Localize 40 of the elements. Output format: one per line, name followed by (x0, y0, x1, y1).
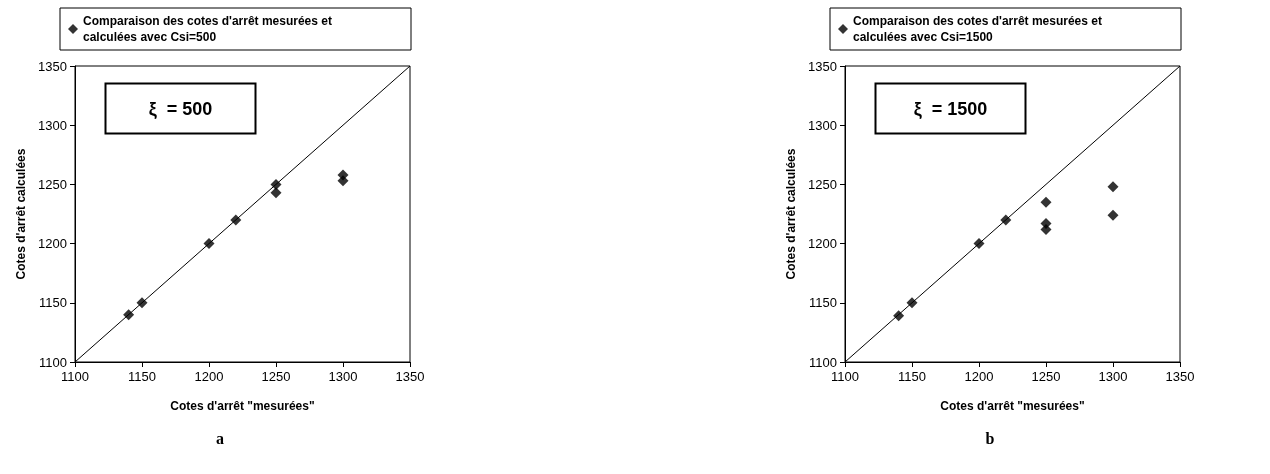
annotation: ξ = 1500 (913, 98, 988, 120)
y-tick-label: 1200 (808, 236, 837, 252)
x-tick-label: 1150 (128, 369, 156, 384)
x-tick-label: 1350 (1165, 369, 1195, 384)
x-tick-label: 1250 (1031, 369, 1061, 384)
x-tick-label: 1100 (61, 369, 89, 384)
x-tick-label: 1300 (1098, 369, 1128, 384)
y-tick-label: 1300 (38, 117, 67, 133)
point (1107, 181, 1119, 193)
point (1107, 209, 1119, 221)
y-tick-label: 1150 (809, 295, 837, 311)
x-axis-title: Cotes d'arrêt "mesurées" (940, 399, 1085, 413)
annotation: ξ = 500 (148, 98, 213, 120)
y-axis-title: Cotes d'arrêt calculées (14, 148, 28, 280)
y-tick-label: 1300 (808, 117, 837, 133)
x-tick-label: 1100 (831, 369, 859, 384)
y-tick-label: 1250 (38, 176, 67, 192)
point (1040, 196, 1052, 208)
y-tick-label: 1250 (808, 176, 837, 192)
y-tick-label: 1200 (38, 236, 67, 252)
x-axis-title: Cotes d'arrêt "mesurées" (170, 399, 315, 413)
y-tick-label: 1350 (808, 58, 837, 74)
point (1040, 223, 1052, 235)
x-tick-label: 1250 (261, 369, 291, 384)
point (337, 175, 349, 187)
y-tick-label: 1150 (39, 295, 67, 311)
x-tick-label: 1350 (395, 369, 425, 384)
y-tick-label: 1350 (38, 58, 67, 74)
legend-label: Comparaison des cotes d'arrêt mesurées et calculées avec Csi=500 (83, 14, 336, 44)
x-tick-label: 1200 (964, 369, 994, 384)
y-tick-label: 1100 (809, 354, 837, 370)
y-axis-title: Cotes d'arrêt calculées (784, 148, 798, 280)
text: a (216, 429, 224, 447)
x-tick-label: 1200 (194, 369, 224, 384)
x-tick-label: 1150 (898, 369, 926, 384)
x-tick-label: 1300 (328, 369, 358, 384)
legend-label: Comparaison des cotes d'arrêt mesurées et calculées avec Csi=1500 (853, 14, 1106, 44)
point (270, 187, 282, 199)
y-tick-label: 1100 (39, 354, 67, 370)
text: b (985, 429, 995, 447)
